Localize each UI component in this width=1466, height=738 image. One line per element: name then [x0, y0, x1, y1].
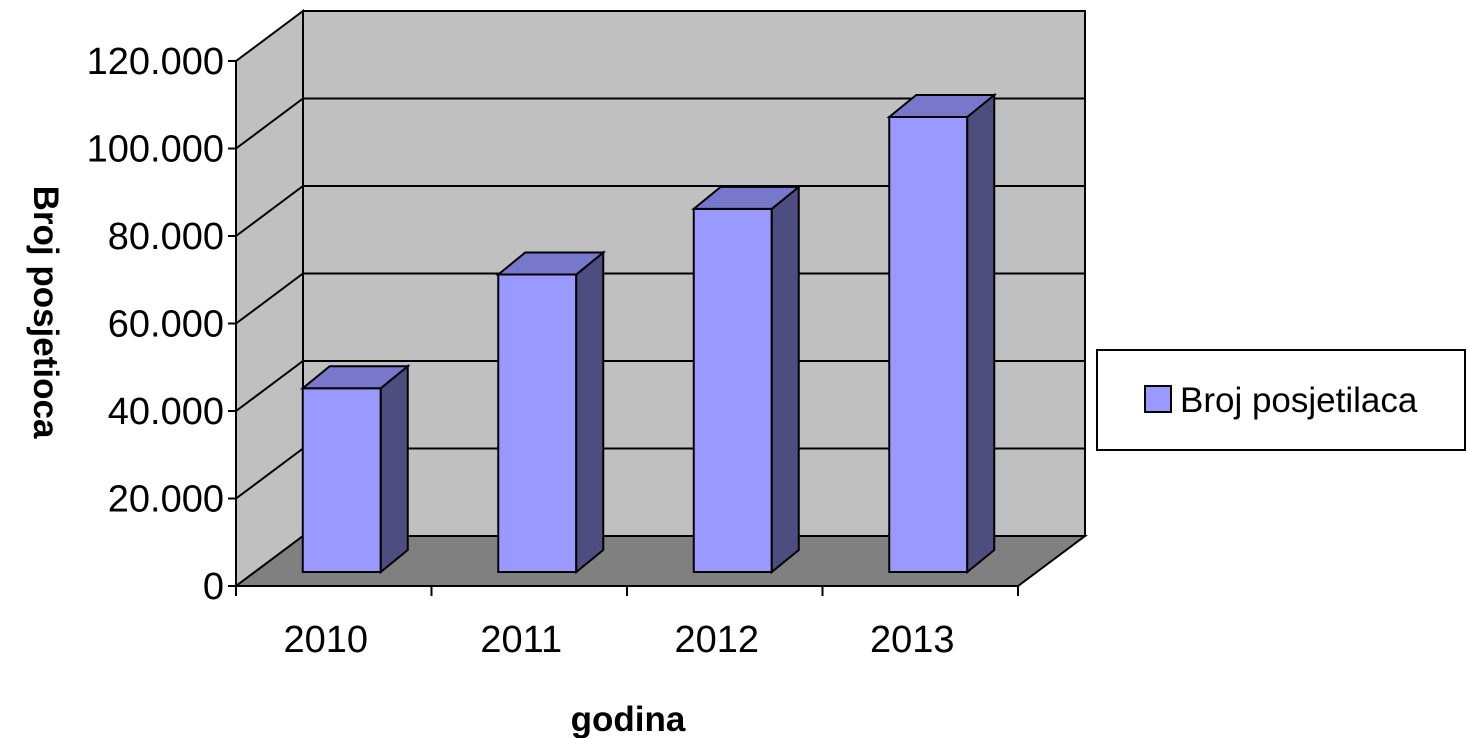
y-tick-label: 100.000 [87, 129, 224, 171]
x-tick-label: 2011 [480, 619, 562, 661]
gridline [235, 360, 1085, 412]
axes [228, 60, 1019, 596]
y-tick-label: 80.000 [108, 216, 224, 258]
y-tick-label: 0 [203, 566, 224, 608]
gridline [235, 185, 1085, 237]
y-tick-label: 40.000 [108, 391, 224, 433]
bar-front-2012 [692, 207, 773, 573]
bar-side-2010 [379, 364, 409, 575]
y-tick-label: 20.000 [108, 479, 224, 521]
bars [299, 92, 998, 575]
bar-front-2011 [497, 273, 578, 573]
x-tick-label: 2013 [870, 619, 955, 661]
y-tick-labels: 0 20.000 40.000 60.000 80.000 100.000 120.000 [87, 41, 224, 608]
bar-top-2010 [299, 365, 411, 390]
x-tick-labels: 2010 2011 2012 2013 [283, 619, 954, 661]
bar-front-2013 [888, 116, 969, 573]
gridline [235, 272, 1085, 325]
bar-top-2013 [886, 94, 998, 118]
x-tick-label: 2010 [283, 619, 368, 661]
bar-top-2012 [690, 185, 802, 210]
bar-side-2011 [575, 250, 605, 575]
bar-front-2010 [301, 387, 382, 573]
legend-label: Broj posjetilaca [1180, 381, 1418, 420]
bar-side-2013 [966, 92, 996, 575]
x-tick-label: 2012 [674, 619, 759, 661]
y-tick-label: 120.000 [87, 41, 224, 83]
y-axis-title: Broj posjetioca [26, 186, 65, 439]
legend-swatch [1144, 385, 1172, 413]
bar-top-2011 [495, 251, 607, 276]
legend: Broj posjetilaca [1096, 349, 1466, 451]
gridline [235, 97, 1085, 150]
bar-side-2012 [770, 184, 800, 575]
x-axis-title: godina [571, 700, 686, 738]
y-tick-label: 60.000 [108, 304, 224, 346]
